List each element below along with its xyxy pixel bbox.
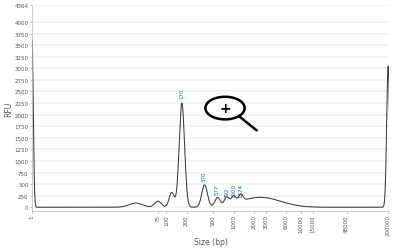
Text: +: +: [219, 102, 231, 116]
Text: 577: 577: [215, 184, 220, 194]
Y-axis label: RFU: RFU: [4, 101, 13, 116]
X-axis label: Size (bp): Size (bp): [194, 237, 228, 246]
Text: 792: 792: [224, 186, 229, 197]
Text: 1274: 1274: [238, 183, 243, 197]
Text: 370: 370: [202, 171, 207, 181]
Text: 1000: 1000: [231, 183, 236, 197]
Text: 170: 170: [179, 88, 184, 99]
